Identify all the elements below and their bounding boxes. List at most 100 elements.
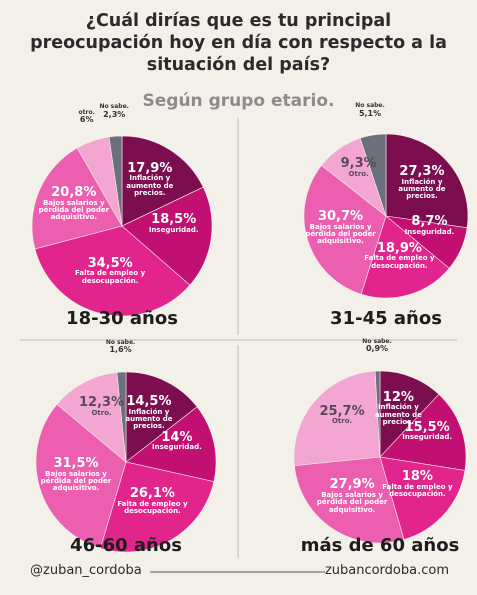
value-label: 18,5% bbox=[151, 212, 197, 228]
pie-slice bbox=[359, 133, 387, 217]
slice-label: 30,7% Bajos salarios y pérdida del poder … bbox=[304, 210, 378, 246]
category-label: Inseguridad. bbox=[152, 443, 202, 452]
pie-slice bbox=[121, 186, 213, 286]
pie-slice bbox=[121, 135, 204, 227]
pie-slice bbox=[108, 135, 123, 227]
slice-label: 27,9% Bajos salarios y pérdida del poder … bbox=[315, 478, 389, 514]
pie-slice bbox=[385, 133, 469, 229]
category-label: No sabe. bbox=[355, 102, 385, 110]
category-label: Inflación y aumento de precios. bbox=[398, 177, 446, 201]
slice-label: 17,9% Inflación y aumento de precios. bbox=[113, 162, 187, 198]
pie-slice bbox=[34, 225, 191, 317]
value-label: 18,9% bbox=[376, 240, 422, 256]
pie-slice bbox=[293, 370, 381, 466]
slice-label: No sabe. 0,9% bbox=[359, 338, 395, 354]
pie-slice bbox=[99, 461, 215, 553]
value-label: 2,3% bbox=[103, 109, 126, 119]
category-label: Otro. bbox=[348, 169, 369, 178]
value-label: 20,8% bbox=[51, 184, 97, 200]
slice-label: 14% Inseguridad. bbox=[140, 429, 214, 452]
pie-slice bbox=[125, 406, 217, 482]
pie-slice bbox=[360, 215, 450, 299]
group-title: 46-60 años bbox=[70, 535, 182, 556]
slice-label: 12% Inflación y aumento de precios. bbox=[361, 389, 435, 427]
value-label: 14% bbox=[161, 429, 193, 445]
pie-slice bbox=[116, 371, 127, 463]
category-label: Bajos salarios y pérdida del poder adqui… bbox=[38, 198, 110, 222]
pie-slice bbox=[294, 456, 405, 544]
category-label: Falta de empleo y desocupación. bbox=[75, 269, 146, 285]
pie-slice bbox=[379, 456, 466, 540]
pie-slice bbox=[379, 393, 467, 471]
slice-label: 31,5% Bajos salarios y pérdida del poder … bbox=[39, 457, 113, 493]
value-label: 31,5% bbox=[53, 456, 99, 472]
category-label: No sabe. bbox=[362, 338, 392, 346]
category-label: Otro. bbox=[91, 408, 112, 417]
slice-label: 9,3% Otro. bbox=[322, 157, 396, 178]
footer-url: zubancordoba.com bbox=[324, 563, 449, 578]
subtitle: Según grupo etario. bbox=[142, 91, 335, 111]
slice-label: 27,3% Inflación y aumento de precios. bbox=[385, 165, 459, 201]
slice-label: 12,3% Otro. bbox=[65, 396, 139, 417]
value-label: 27,3% bbox=[399, 163, 445, 179]
category-label: No sabe. bbox=[105, 339, 136, 347]
slice-label: 18,9% Falta de empleo y desocupación. bbox=[362, 240, 436, 270]
slice-label: No sabe. 2,3% bbox=[96, 103, 132, 119]
title: ¿Cuál dirías que es tu principal preocup… bbox=[30, 11, 447, 75]
value-label: 27,9% bbox=[329, 477, 375, 493]
value-label: 12% bbox=[382, 389, 414, 405]
value-label: 9,3% bbox=[340, 156, 377, 172]
category-label: Falta de empleo y desocupación. bbox=[117, 499, 188, 515]
category-label: Inflación y aumento de precios. bbox=[125, 407, 173, 431]
slice-label: No sabe. 1,6% bbox=[103, 339, 139, 355]
value-label: 5,1% bbox=[358, 108, 382, 118]
category-label: Falta de empleo y desocupación. bbox=[364, 254, 435, 270]
value-label: 26,1% bbox=[129, 486, 175, 501]
value-label: 8,7% bbox=[411, 214, 448, 230]
category-label: Inflación y aumento de precios. bbox=[126, 174, 174, 198]
footer-handle: @zuban_cordoba bbox=[30, 563, 142, 578]
pie-slice bbox=[125, 371, 198, 463]
value-label: 15,5% bbox=[404, 419, 450, 435]
slice-label: 25,7% Otro. bbox=[305, 403, 379, 426]
category-label: Otro. bbox=[331, 417, 353, 426]
group-title: 18-30 años bbox=[66, 308, 178, 329]
pie-slice bbox=[31, 147, 123, 250]
value-label: 0,9% bbox=[365, 344, 389, 354]
slice-label: 15,5% Inseguridad. bbox=[390, 421, 464, 442]
slice-label: 8,7% Inseguridad. bbox=[392, 215, 466, 236]
slice-label: 34,5% Falta de empleo y desocupación. bbox=[73, 257, 147, 285]
slice-label: No sabe. 5,1% bbox=[352, 102, 388, 118]
category-label: Inseguridad. bbox=[148, 225, 199, 234]
value-label: 14,5% bbox=[126, 394, 172, 410]
slice-label: otro. 6% bbox=[69, 108, 105, 125]
value-label: 30,7% bbox=[317, 208, 364, 224]
slice-label: 26,1% Falta de empleo y desocupación. bbox=[115, 487, 189, 515]
pie-slice bbox=[56, 372, 127, 463]
value-label: 25,7% bbox=[319, 403, 365, 419]
pie-slice bbox=[379, 370, 440, 458]
group-title: 31-45 años bbox=[330, 308, 442, 329]
category-label: Inseguridad. bbox=[404, 227, 455, 236]
category-label: otro. bbox=[78, 108, 95, 116]
category-label: No sabe. bbox=[99, 103, 129, 111]
slice-label: 14,5% Inflación y aumento de precios. bbox=[112, 395, 186, 431]
value-label: 18% bbox=[401, 468, 433, 484]
category-label: Falta de empleo y desocupación. bbox=[382, 482, 453, 498]
category-label: Bajos salarios y pérdida del poder adqui… bbox=[316, 490, 388, 514]
category-label: Inseguridad. bbox=[402, 433, 453, 442]
pie-slice bbox=[374, 370, 381, 458]
slice-label: 18,5% Inseguridad. bbox=[137, 213, 211, 234]
value-label: 34,5% bbox=[87, 255, 133, 271]
group-title: más de 60 años bbox=[300, 535, 460, 556]
slice-label: 20,8% Bajos salarios y pérdida del poder … bbox=[37, 186, 111, 222]
value-label: 6% bbox=[79, 115, 94, 125]
value-label: 1,6% bbox=[109, 345, 132, 355]
value-label: 12,3% bbox=[79, 394, 125, 410]
slice-label: 18% Falta de empleo y desocupación. bbox=[380, 470, 454, 498]
category-label: Inflación y aumento de precios. bbox=[374, 403, 422, 426]
category-label: Bajos salarios y pérdida del poder adqui… bbox=[305, 222, 376, 246]
pie-slice bbox=[35, 403, 127, 549]
